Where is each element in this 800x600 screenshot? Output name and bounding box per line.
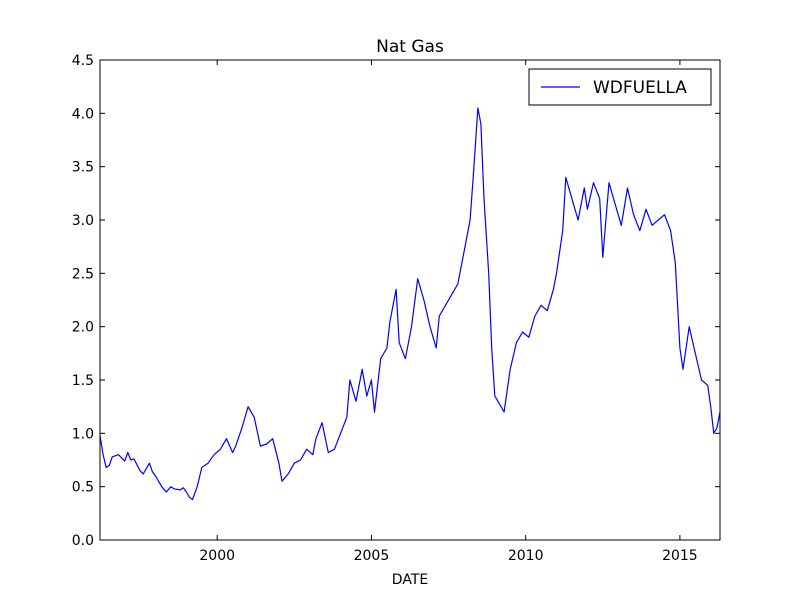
legend-label: WDFUELLA xyxy=(593,78,687,98)
plot-frame xyxy=(99,59,721,541)
x-axis: 2000 2005 2010 2015 xyxy=(199,60,698,564)
chart-title: Nat Gas xyxy=(376,37,444,57)
x-tick-label: 2005 xyxy=(354,548,390,564)
series-line-wdfuella xyxy=(99,107,721,501)
y-tick-label: 3.5 xyxy=(72,160,94,176)
y-axis: 0.0 0.5 1.0 1.5 2.0 2.5 3.0 3.5 4.0 4.5 xyxy=(72,53,720,549)
y-tick-label: 2.5 xyxy=(72,266,94,282)
plot-area xyxy=(100,60,720,540)
series-layer xyxy=(99,107,721,501)
y-tick-label: 0.5 xyxy=(72,480,94,496)
x-tick-label: 2000 xyxy=(199,548,235,564)
x-axis-label: DATE xyxy=(392,572,428,588)
y-tick-label: 4.0 xyxy=(72,106,94,122)
y-tick-label: 1.5 xyxy=(72,373,94,389)
x-tick-label: 2010 xyxy=(508,548,544,564)
y-tick-label: 0.0 xyxy=(72,533,94,549)
y-tick-label: 2.0 xyxy=(72,320,94,336)
y-tick-label: 3.0 xyxy=(72,213,94,229)
x-tick-label: 2015 xyxy=(662,548,698,564)
y-tick-label: 4.5 xyxy=(72,53,94,69)
legend: WDFUELLA xyxy=(528,68,712,106)
y-tick-label: 1.0 xyxy=(72,426,94,442)
